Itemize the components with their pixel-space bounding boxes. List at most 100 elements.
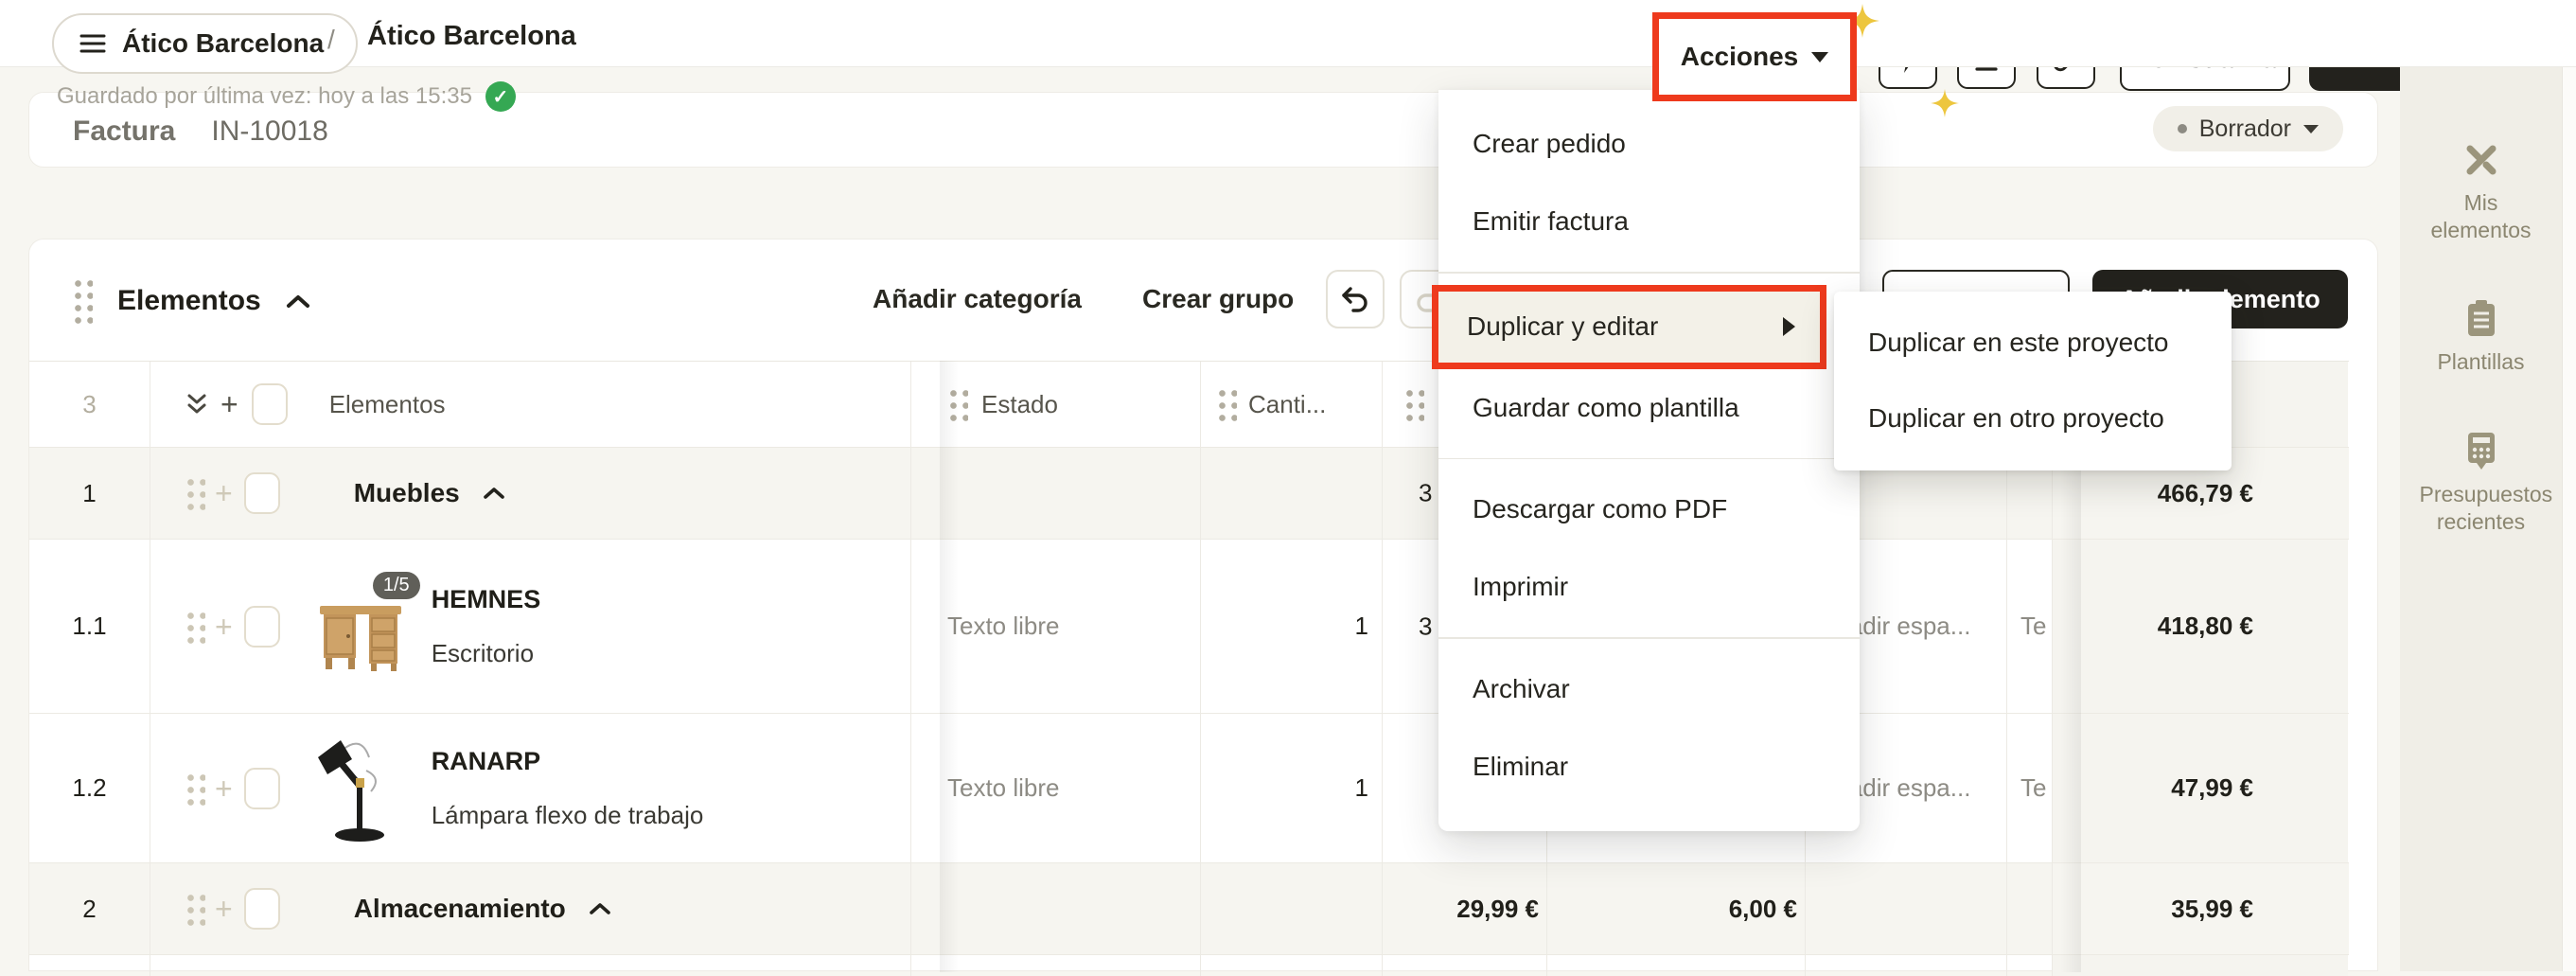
drag-handle-icon[interactable]: [947, 387, 968, 421]
item-name: RANARP: [431, 746, 541, 775]
duplicate-submenu: Duplicar en este proyecto Duplicar en ot…: [1834, 292, 2232, 470]
menu-item-emitir-factura[interactable]: Emitir factura: [1473, 206, 1629, 236]
undo-icon: [1340, 285, 1370, 313]
menu-item-eliminar[interactable]: Eliminar: [1473, 751, 1569, 781]
drag-handle-icon[interactable]: [185, 771, 205, 806]
submenu-item-duplicar-otro[interactable]: Duplicar en otro proyecto: [1868, 403, 2164, 433]
scrollbar-gutter[interactable]: [2562, 66, 2576, 971]
category-value: 29,99 €: [1456, 894, 1539, 923]
status-badge[interactable]: Borrador: [2152, 106, 2343, 151]
row-checkbox[interactable]: [243, 767, 280, 809]
save-status-text: Guardado por última vez: hoy a las 15:35: [57, 83, 472, 109]
saved-check-icon: ✓: [485, 81, 516, 112]
actions-button[interactable]: Acciones: [1674, 41, 1835, 73]
collapse-category-icon[interactable]: [589, 902, 611, 915]
clipped-value: 3: [1419, 478, 1433, 507]
sidebar-item-templates[interactable]: Plantillas: [2406, 299, 2557, 376]
table-row-item[interactable]: 1.2 +: [29, 714, 2349, 863]
chevron-down-icon: [1811, 51, 1829, 62]
sidebar-item-my-elements[interactable]: Mis elementos: [2406, 140, 2557, 244]
row-number: 2: [29, 863, 150, 954]
clipboard-icon: [2462, 299, 2500, 339]
add-row-icon[interactable]: +: [215, 892, 233, 926]
estado-value[interactable]: Texto libre: [947, 773, 1060, 802]
save-status: Guardado por última vez: hoy a las 15:35…: [57, 81, 516, 112]
select-all-checkbox[interactable]: [251, 383, 288, 425]
estado-value[interactable]: Texto libre: [947, 612, 1060, 640]
column-header-estado: Estado: [981, 389, 1058, 418]
row-total: 35,99 €: [2171, 894, 2253, 923]
row-total: 418,80 €: [2157, 612, 2253, 640]
items-section-title: Elementos: [117, 284, 261, 316]
item-description: Escritorio: [431, 638, 535, 667]
add-row-icon[interactable]: +: [221, 387, 238, 421]
project-menu-button[interactable]: Ático Barcelona: [52, 13, 359, 74]
product-image-desk[interactable]: 1/5: [314, 571, 420, 672]
top-bar: [0, 0, 2576, 67]
submenu-item-duplicar-este[interactable]: Duplicar en este proyecto: [1868, 328, 2169, 357]
item-description: Lámpara flexo de trabajo: [431, 800, 704, 829]
breadcrumb-current[interactable]: Ático Barcelona: [367, 21, 576, 51]
undo-button[interactable]: [1326, 270, 1385, 328]
row-total: 466,79 €: [2157, 478, 2253, 507]
menu-divider: [1438, 457, 1860, 459]
column-header-cantidad: Canti...: [1248, 389, 1327, 418]
menu-item-descargar-pdf[interactable]: Descargar como PDF: [1473, 494, 1728, 523]
category-name: Muebles: [353, 478, 460, 507]
row-checkbox[interactable]: [243, 472, 280, 514]
menu-divider: [1438, 272, 1860, 274]
table-row-item[interactable]: 1.1 +: [29, 540, 2349, 714]
column-header-elementos: Elementos: [328, 389, 446, 418]
clipped-value: 3: [1419, 612, 1433, 640]
create-group-button[interactable]: Crear grupo: [1137, 283, 1299, 315]
add-row-icon[interactable]: +: [215, 476, 233, 510]
invoice-card: Factura IN-10018 Borrador: [28, 92, 2378, 168]
image-count-badge: 1/5: [372, 571, 420, 599]
item-name: HEMNES: [431, 584, 541, 613]
collapse-section-icon[interactable]: [286, 293, 310, 309]
cantidad-value[interactable]: 1: [1354, 612, 1368, 640]
row-count: 3: [29, 362, 150, 447]
menu-item-imprimir[interactable]: Imprimir: [1473, 572, 1569, 601]
items-section-header: Elementos: [72, 277, 310, 324]
status-dot-icon: [2177, 124, 2187, 133]
project-name: Ático Barcelona: [122, 28, 325, 58]
drag-handle-icon[interactable]: [72, 277, 93, 324]
drag-handle-icon[interactable]: [185, 609, 205, 644]
truncated-cell[interactable]: Te: [2020, 612, 2047, 640]
sparkle-icon: [1845, 4, 1879, 38]
add-row-icon[interactable]: +: [215, 771, 233, 806]
drag-handle-icon[interactable]: [1216, 387, 1237, 421]
menu-item-crear-pedido[interactable]: Crear pedido: [1473, 129, 1626, 158]
sparkle-icon: [1931, 89, 1959, 117]
row-number: 1.1: [29, 540, 150, 713]
add-category-button[interactable]: Añadir categoría: [867, 283, 1087, 315]
sidebar-item-recent-quotes[interactable]: Presupuestos recientes: [2406, 430, 2557, 536]
chevron-down-icon: [2303, 124, 2319, 133]
drag-handle-icon[interactable]: [185, 476, 205, 510]
table-row-partial: [29, 955, 2349, 976]
row-checkbox[interactable]: [243, 888, 280, 930]
invoice-type-label: Factura: [73, 115, 176, 147]
hamburger-icon: [79, 32, 107, 55]
row-number: 1: [29, 448, 150, 539]
calculator-icon: [2462, 430, 2500, 471]
menu-item-duplicar-editar[interactable]: Duplicar y editar: [1432, 284, 1826, 369]
tools-icon: [2461, 140, 2501, 180]
add-row-icon[interactable]: +: [215, 609, 233, 644]
collapse-all-icon[interactable]: [185, 390, 209, 418]
menu-divider: [1438, 637, 1860, 639]
drag-handle-icon[interactable]: [1403, 387, 1424, 421]
collapse-category-icon[interactable]: [483, 487, 505, 500]
product-image-lamp[interactable]: [314, 733, 405, 844]
menu-item-guardar-plantilla[interactable]: Guardar como plantilla: [1473, 392, 1739, 422]
invoice-number: IN-10018: [211, 115, 328, 147]
cantidad-value[interactable]: 1: [1354, 773, 1368, 802]
table-row-category[interactable]: 2 + Almacenamiento 29,99 €: [29, 863, 2349, 955]
category-name: Almacenamiento: [353, 894, 566, 923]
row-checkbox[interactable]: [243, 605, 280, 648]
menu-item-archivar[interactable]: Archivar: [1473, 673, 1570, 703]
truncated-cell[interactable]: Te: [2020, 773, 2047, 802]
drag-handle-icon[interactable]: [185, 892, 205, 926]
